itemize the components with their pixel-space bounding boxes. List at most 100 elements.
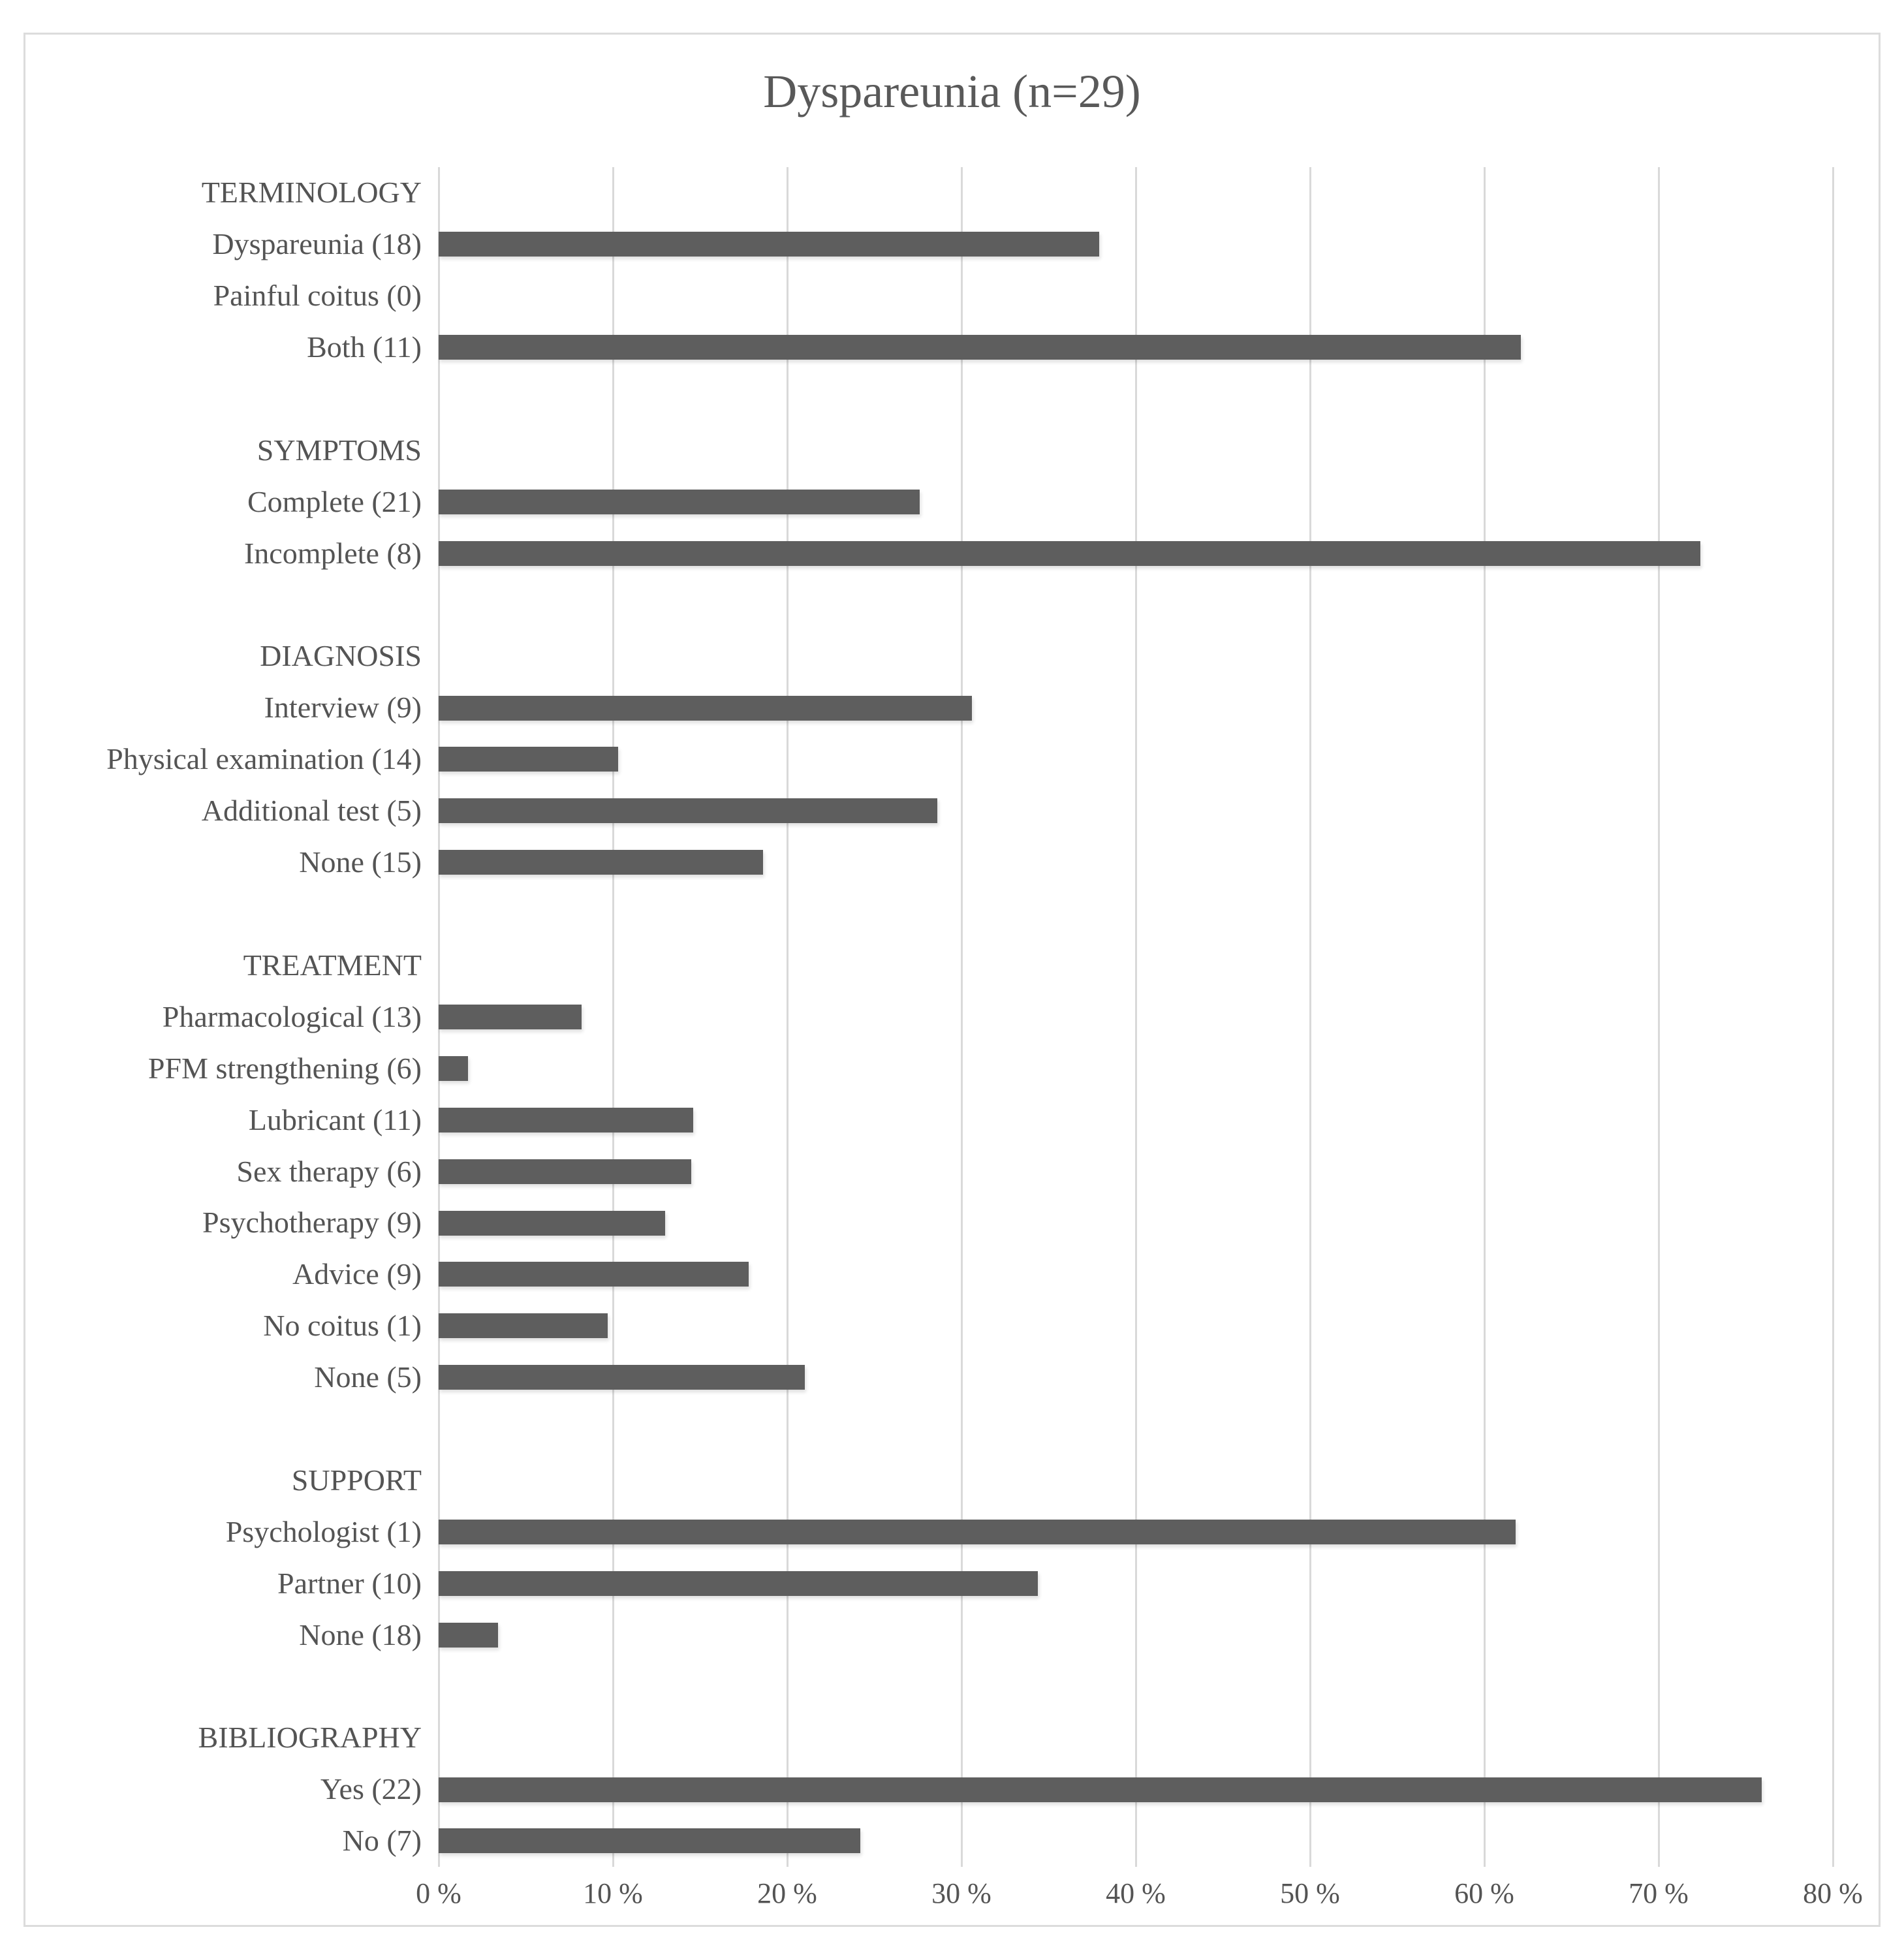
- bar: [439, 232, 1099, 257]
- x-tick-label: 80 %: [1803, 1877, 1863, 1909]
- category-label: Sex therapy (6): [236, 1154, 422, 1188]
- category-label: Pharmacological (13): [162, 999, 422, 1033]
- category-row: Yes (22): [25, 1764, 1833, 1815]
- bar-track: [439, 1094, 1833, 1146]
- category-row: No coitus (1): [25, 1300, 1833, 1352]
- bar: [439, 489, 920, 514]
- section-label: SYMPTOMS: [257, 433, 422, 467]
- category-row: No (7): [25, 1815, 1833, 1867]
- section-label: TERMINOLOGY: [201, 176, 422, 210]
- bar: [439, 1055, 469, 1081]
- bar-track: [439, 527, 1833, 579]
- bar: [439, 1159, 692, 1184]
- gridline: [1832, 167, 1834, 1867]
- gridline: [612, 167, 614, 1867]
- bar-track: [439, 219, 1833, 270]
- chart-title: Dyspareunia (n=29): [763, 65, 1141, 117]
- bar: [439, 1313, 608, 1339]
- spacer-row: [25, 579, 1833, 631]
- spacer-row: [25, 1403, 1833, 1455]
- gridline: [1483, 167, 1486, 1867]
- category-label: Physical examination (14): [106, 742, 422, 776]
- gridline: [1657, 167, 1660, 1867]
- category-label: None (5): [314, 1360, 422, 1394]
- bar-track: [439, 940, 1833, 992]
- category-row: Advice (9): [25, 1249, 1833, 1300]
- bar-track: [439, 1609, 1833, 1661]
- category-label: Additional test (5): [201, 794, 422, 828]
- section-header-row: SYMPTOMS: [25, 425, 1833, 477]
- bar-track: [439, 1557, 1833, 1609]
- bar: [439, 1210, 666, 1236]
- bar-track: [439, 631, 1833, 682]
- bar: [439, 747, 618, 772]
- bar: [439, 1570, 1038, 1596]
- category-label: Complete (21): [247, 484, 422, 518]
- x-axis: 0 % 10 % 20 % 30 % 40 % 50 % 60 % 70 % 80 %: [416, 1877, 1863, 1922]
- x-tick-label: 60 %: [1454, 1877, 1514, 1909]
- bar-track: [439, 1042, 1833, 1094]
- bar-track: [439, 837, 1833, 888]
- bar-track: [439, 1300, 1833, 1352]
- category-rows: TERMINOLOGY Dyspareunia (18) Painful coitu…: [25, 167, 1833, 1867]
- bar-track: [439, 785, 1833, 837]
- section-header-row: TREATMENT: [25, 940, 1833, 992]
- category-label: Incomplete (8): [243, 536, 422, 570]
- category-label: None (18): [299, 1617, 422, 1651]
- bar-track: [439, 1455, 1833, 1507]
- x-tick-label: 40 %: [1106, 1877, 1166, 1909]
- category-label: Partner (10): [277, 1566, 422, 1600]
- category-row: Sex therapy (6): [25, 1146, 1833, 1197]
- category-row: None (15): [25, 837, 1833, 888]
- x-tick-label: 30 %: [931, 1877, 991, 1909]
- gridline: [1309, 167, 1311, 1867]
- bar-track: [439, 682, 1833, 734]
- bar: [439, 1520, 1516, 1545]
- category-row: Pharmacological (13): [25, 992, 1833, 1043]
- category-row: Additional test (5): [25, 785, 1833, 837]
- spacer-row: [25, 888, 1833, 940]
- bar-track: [439, 888, 1833, 940]
- x-tick-label: 70 %: [1629, 1877, 1689, 1909]
- category-row: Incomplete (8): [25, 527, 1833, 579]
- bar-track: [439, 1712, 1833, 1764]
- bar: [439, 1365, 805, 1390]
- bar-track: [439, 1146, 1833, 1197]
- spacer-row: [25, 1661, 1833, 1712]
- category-row: Psychologist (1): [25, 1507, 1833, 1558]
- x-tick-label: 0 %: [416, 1877, 461, 1909]
- bar-track: [439, 1764, 1833, 1815]
- section-label: SUPPORT: [291, 1463, 422, 1497]
- bar-track: [439, 1403, 1833, 1455]
- bar-track: [439, 1815, 1833, 1867]
- bar-track: [439, 373, 1833, 425]
- section-header-row: BIBLIOGRAPHY: [25, 1712, 1833, 1764]
- bar: [439, 1004, 582, 1029]
- category-label: Psychologist (1): [225, 1514, 422, 1548]
- category-row: None (18): [25, 1609, 1833, 1661]
- bar-track: [439, 476, 1833, 527]
- category-row: Dyspareunia (18): [25, 219, 1833, 270]
- category-label: None (15): [299, 845, 422, 879]
- bar: [439, 1828, 861, 1854]
- category-row: Psychotherapy (9): [25, 1197, 1833, 1249]
- x-tick-label: 10 %: [583, 1877, 643, 1909]
- category-label: Advice (9): [292, 1257, 422, 1291]
- category-label: Dyspareunia (18): [212, 227, 422, 261]
- category-label: No (7): [342, 1824, 422, 1858]
- category-label: Interview (9): [264, 691, 422, 725]
- category-row: Partner (10): [25, 1557, 1833, 1609]
- section-header-row: DIAGNOSIS: [25, 631, 1833, 682]
- gridline: [1134, 167, 1137, 1867]
- category-label: Painful coitus (0): [213, 279, 422, 313]
- section-label: TREATMENT: [243, 948, 422, 982]
- category-row: Both (11): [25, 322, 1833, 373]
- x-tick-label: 50 %: [1280, 1877, 1340, 1909]
- category-row: Complete (21): [25, 476, 1833, 527]
- bar: [439, 1622, 498, 1648]
- bar: [439, 1262, 749, 1287]
- bar: [439, 1777, 1762, 1802]
- bar-track: [439, 1249, 1833, 1300]
- gridline: [786, 167, 788, 1867]
